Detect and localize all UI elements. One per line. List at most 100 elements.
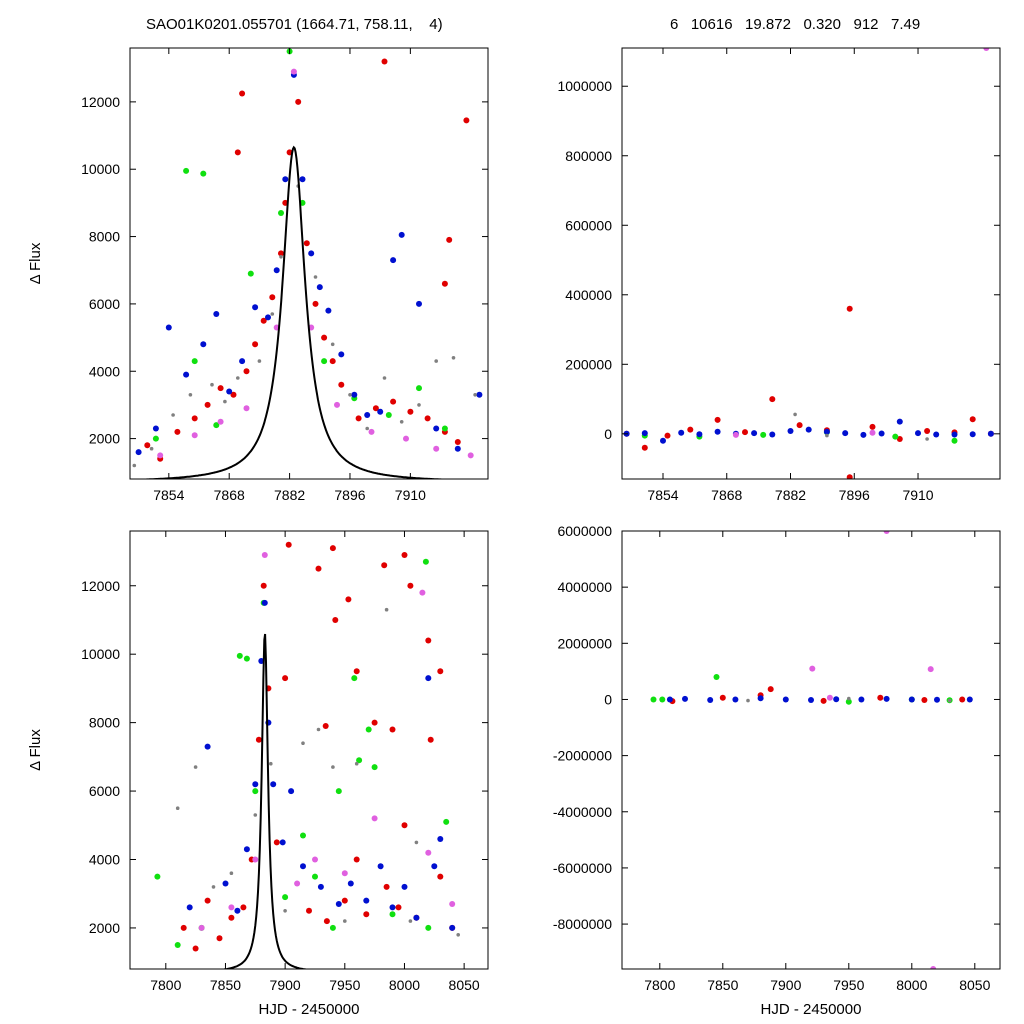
data-point-red <box>427 736 434 743</box>
y-tick-label: 8000 <box>89 715 120 731</box>
x-tick-label: 7910 <box>902 487 933 503</box>
data-point-magenta <box>294 880 301 887</box>
data-point-gray <box>348 393 352 397</box>
data-point-magenta <box>228 904 235 911</box>
data-point-blue <box>325 307 332 314</box>
data-point-gray <box>236 376 240 380</box>
y-tick-label: 12000 <box>81 578 120 594</box>
y-tick-label: 8000 <box>89 229 120 245</box>
data-point-blue <box>288 788 295 795</box>
data-point-green <box>321 358 328 365</box>
data-point-red <box>329 358 336 365</box>
data-point-red <box>204 897 211 904</box>
data-point-blue <box>335 901 342 907</box>
data-point-red <box>846 305 853 312</box>
y-tick-label: 800000 <box>565 148 612 164</box>
data-point-gray <box>414 840 419 845</box>
data-point-gray <box>434 359 439 363</box>
panel-top-left: 7854 7868 7882 7896 7910 2000 4000 6000 8000 1000… <box>27 47 489 503</box>
data-point-magenta <box>312 856 318 863</box>
data-point-green <box>329 924 336 931</box>
data-point-red <box>407 582 414 589</box>
data-point-green <box>356 757 363 764</box>
data-point-green <box>845 698 852 705</box>
data-point-blue <box>732 696 739 703</box>
data-point-blue <box>805 426 812 433</box>
data-point-green <box>351 675 358 682</box>
y-tick-label: 6000 <box>89 296 120 312</box>
data-point-green <box>252 788 259 795</box>
data-point-blue <box>308 250 315 257</box>
data-point-blue <box>682 695 688 702</box>
data-point-blue <box>390 257 397 264</box>
y-tick-label: 0 <box>604 691 612 707</box>
x-tick-label: 7850 <box>210 977 241 993</box>
data-point-red <box>796 422 803 429</box>
data-point-red <box>664 432 671 439</box>
data-point-blue <box>377 408 384 415</box>
data-point-green <box>191 358 198 365</box>
data-point-gray <box>793 412 797 417</box>
data-point-blue <box>833 696 840 703</box>
data-point-gray <box>257 359 262 363</box>
data-point-blue <box>200 341 207 348</box>
data-point-blue <box>808 697 814 703</box>
data-point-red <box>714 416 721 423</box>
data-point-magenta <box>425 849 432 856</box>
data-point-red <box>228 914 235 921</box>
data-point-gray <box>382 376 387 380</box>
data-point-blue <box>222 880 229 887</box>
data-point-green <box>282 894 289 901</box>
x-tick-label: 7800 <box>150 977 181 993</box>
data-point-gray <box>301 741 305 745</box>
data-point-green <box>335 788 342 795</box>
plot-frame <box>621 530 1001 970</box>
data-point-red <box>687 426 694 433</box>
data-point-magenta <box>869 429 876 436</box>
data-point-gray <box>211 885 216 889</box>
x-tick-label: 7896 <box>334 487 365 503</box>
data-point-blue <box>842 430 849 437</box>
data-point-gray <box>343 919 347 923</box>
data-marks <box>154 541 461 969</box>
data-point-green <box>650 696 657 703</box>
y-tick-label: 12000 <box>81 94 120 110</box>
data-point-gray <box>947 698 952 703</box>
data-point-red <box>437 668 444 675</box>
chart-title-left: SAO01K0201.055701 (1664.71, 758.11, 4) <box>146 16 443 33</box>
data-point-red <box>315 565 322 572</box>
y-tick-label: -4000000 <box>553 804 612 820</box>
data-point-gray <box>354 761 359 766</box>
x-tick-label: 7900 <box>770 977 801 993</box>
data-point-red <box>260 582 267 589</box>
data-point-blue <box>476 391 483 398</box>
data-point-gray <box>451 356 456 360</box>
data-point-gray <box>473 393 477 397</box>
data-point-green <box>951 437 958 444</box>
data-point-magenta <box>403 435 409 442</box>
data-point-blue <box>261 599 268 606</box>
y-tick-label: 2000 <box>89 920 120 936</box>
data-point-red <box>278 250 284 257</box>
data-point-gray <box>316 727 321 732</box>
data-point-blue <box>969 431 976 438</box>
data-point-red <box>896 436 903 442</box>
data-point-green <box>892 433 899 440</box>
data-point-blue <box>915 430 921 437</box>
data-point-gray <box>825 433 829 438</box>
data-point-magenta <box>252 856 259 863</box>
data-point-green <box>236 652 243 659</box>
data-point-magenta <box>341 870 348 877</box>
data-point-blue <box>299 176 306 183</box>
data-point-green <box>154 873 161 880</box>
x-tick-label: 7910 <box>395 487 426 503</box>
data-point-blue <box>966 696 973 703</box>
data-point-red <box>345 596 352 603</box>
data-point-green <box>278 210 284 216</box>
data-point-red <box>921 697 928 703</box>
data-point-blue <box>347 880 354 887</box>
data-point-red <box>407 408 414 415</box>
data-point-blue <box>431 863 438 870</box>
data-point-magenta <box>883 531 890 534</box>
y-tick-label: 6000000 <box>557 523 612 539</box>
